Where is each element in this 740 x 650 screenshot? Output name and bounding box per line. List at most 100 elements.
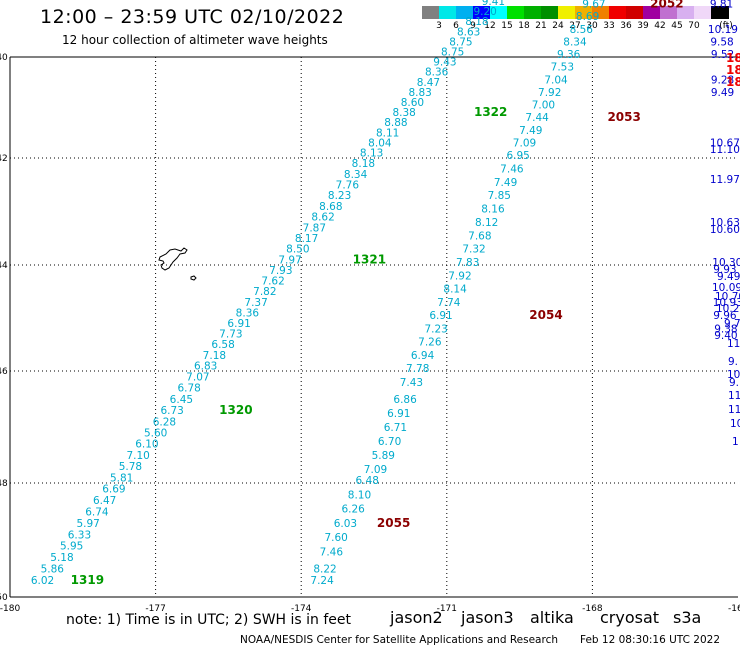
wave-height-value: 8.50 bbox=[286, 244, 309, 256]
y-tick-label: 40 bbox=[0, 53, 8, 63]
pass-time-label: 2053 bbox=[607, 110, 640, 124]
wave-height-value: 9.52 bbox=[711, 49, 734, 61]
wave-height-value: 8.62 bbox=[311, 212, 334, 224]
wave-height-value: 7.60 bbox=[324, 532, 347, 544]
colorbar-tick-label: 39 bbox=[637, 21, 649, 31]
wave-height-value: 7.23 bbox=[424, 323, 447, 335]
wave-height-value: 11.97 bbox=[710, 174, 740, 186]
wave-height-value: 10.19 bbox=[708, 24, 738, 36]
x-tick-label: -168 bbox=[582, 604, 603, 614]
colorbar-tick-label: 21 bbox=[535, 21, 547, 31]
wave-height-value: 6.71 bbox=[384, 422, 407, 434]
wave-height-value: 9.43 bbox=[433, 57, 456, 69]
wave-height-value: 8.18 bbox=[352, 158, 375, 170]
wave-height-value: 6.69 bbox=[102, 484, 125, 496]
wave-height-value: 7.49 bbox=[494, 177, 517, 189]
sat-legend-altika: altika bbox=[530, 608, 574, 627]
pass-time-label: 1322 bbox=[474, 105, 507, 119]
wave-height-value: 7.68 bbox=[468, 230, 491, 242]
wave-height-value: 9.67 bbox=[582, 0, 605, 11]
wave-height-value: 7.92 bbox=[448, 270, 471, 282]
colorbar-tick-label: 42 bbox=[654, 21, 666, 31]
page-title: 12:00 – 23:59 UTC 02/10/2022 bbox=[40, 6, 345, 28]
wave-height-value: 9.40 bbox=[714, 330, 737, 342]
wave-height-value: 6.47 bbox=[93, 495, 116, 507]
wave-height-value: 8.18 bbox=[465, 16, 488, 28]
wave-height-value: 8.38 bbox=[392, 107, 415, 119]
wave-height-value: 6.33 bbox=[68, 529, 91, 541]
colorbar-swatch bbox=[422, 6, 440, 19]
x-tick-label: -16 bbox=[728, 604, 740, 614]
y-tick-label: 44 bbox=[0, 261, 8, 271]
wave-height-value: 9.20 bbox=[473, 6, 496, 18]
wave-height-value: 7.49 bbox=[519, 125, 542, 137]
wave-height-value: 9.93 bbox=[713, 264, 736, 276]
wave-height-value: 7.97 bbox=[278, 254, 301, 266]
colorbar-swatch bbox=[439, 6, 457, 19]
colorbar-swatch bbox=[694, 6, 712, 19]
wave-height-value: 7.37 bbox=[244, 297, 267, 309]
wave-height-value: 9.36 bbox=[557, 49, 581, 61]
edge-wave-height-value: 10.70 bbox=[715, 291, 740, 303]
wave-height-value: 8.13 bbox=[360, 147, 383, 159]
edge-wave-height-value: 10 bbox=[727, 369, 740, 381]
colorbar-swatch bbox=[643, 6, 661, 19]
wave-height-value: 5.78 bbox=[119, 461, 142, 473]
wave-height-value: 7.26 bbox=[418, 337, 442, 349]
wave-height-value: 7.92 bbox=[538, 87, 561, 99]
wave-height-value: 8.75 bbox=[441, 46, 464, 58]
pass-time-label: 2055 bbox=[377, 516, 410, 530]
wave-height-value: 6.78 bbox=[177, 383, 200, 395]
wave-height-value: 10.60 bbox=[710, 224, 740, 236]
edge-wave-height-value: 9.49 bbox=[717, 271, 740, 283]
wave-height-value: 10.63 bbox=[710, 217, 740, 229]
colorbar-tick-label: 18 bbox=[518, 21, 530, 31]
wave-height-value: 8.56 bbox=[570, 24, 594, 36]
wave-height-value: 8.34 bbox=[563, 36, 587, 48]
wave-height-value: 8.17 bbox=[295, 233, 318, 245]
colorbar-swatch bbox=[558, 6, 576, 19]
wave-height-value: 7.00 bbox=[532, 100, 555, 112]
wave-height-value: 9.58 bbox=[710, 36, 733, 48]
red-edge-label: 18 bbox=[726, 75, 740, 89]
wave-height-value: 9.28 bbox=[711, 74, 734, 86]
wave-height-value: 5.81 bbox=[110, 472, 133, 484]
wave-height-value: 5.97 bbox=[76, 518, 99, 530]
x-tick-label: -180 bbox=[0, 604, 20, 614]
wave-height-value: 7.24 bbox=[310, 575, 334, 587]
wave-height-value: 7.78 bbox=[406, 363, 429, 375]
colorbar-swatch bbox=[677, 6, 695, 19]
wave-height-value: 7.74 bbox=[437, 297, 461, 309]
pass-time-label: 1319 bbox=[71, 573, 104, 587]
wave-height-value: 7.04 bbox=[544, 74, 568, 86]
wave-height-value: 7.43 bbox=[400, 377, 423, 389]
wave-height-value: 8.60 bbox=[401, 97, 424, 109]
colorbar-tick-label: 36 bbox=[620, 21, 632, 31]
wave-height-value: 6.10 bbox=[135, 439, 158, 451]
wave-height-value: 7.93 bbox=[269, 265, 292, 277]
wave-height-value: 5.95 bbox=[60, 541, 83, 553]
wave-height-value: 9.96 bbox=[713, 310, 737, 322]
edge-wave-height-value: 9.7 bbox=[724, 318, 740, 330]
wave-height-value: 8.47 bbox=[417, 77, 440, 89]
wave-height-value: 8.63 bbox=[457, 26, 480, 38]
wave-height-value: 8.36 bbox=[425, 67, 449, 79]
colorbar-tick-label: 3 bbox=[436, 21, 442, 31]
wave-height-value: 5.89 bbox=[372, 450, 395, 462]
wave-height-value: 5.86 bbox=[41, 563, 65, 575]
colorbar-swatch bbox=[524, 6, 542, 19]
wave-height-value: 7.44 bbox=[525, 112, 549, 124]
y-tick-label: 42 bbox=[0, 154, 8, 164]
wave-height-value: 7.46 bbox=[500, 163, 524, 175]
edge-wave-height-value: 11 bbox=[728, 390, 740, 402]
edge-wave-height-value: 10.09 bbox=[712, 282, 740, 294]
wave-height-value: 6.70 bbox=[378, 436, 401, 448]
colorbar-swatch bbox=[575, 6, 593, 19]
wave-height-value: 8.83 bbox=[408, 87, 431, 99]
wave-height-value: 10.93 bbox=[713, 297, 740, 309]
colorbar-swatch bbox=[592, 6, 610, 19]
wave-height-value: 8.88 bbox=[384, 117, 407, 129]
wave-height-value: 8.34 bbox=[344, 169, 368, 181]
wave-height-value: 8.11 bbox=[376, 127, 399, 139]
wave-height-value: 6.02 bbox=[31, 575, 54, 587]
